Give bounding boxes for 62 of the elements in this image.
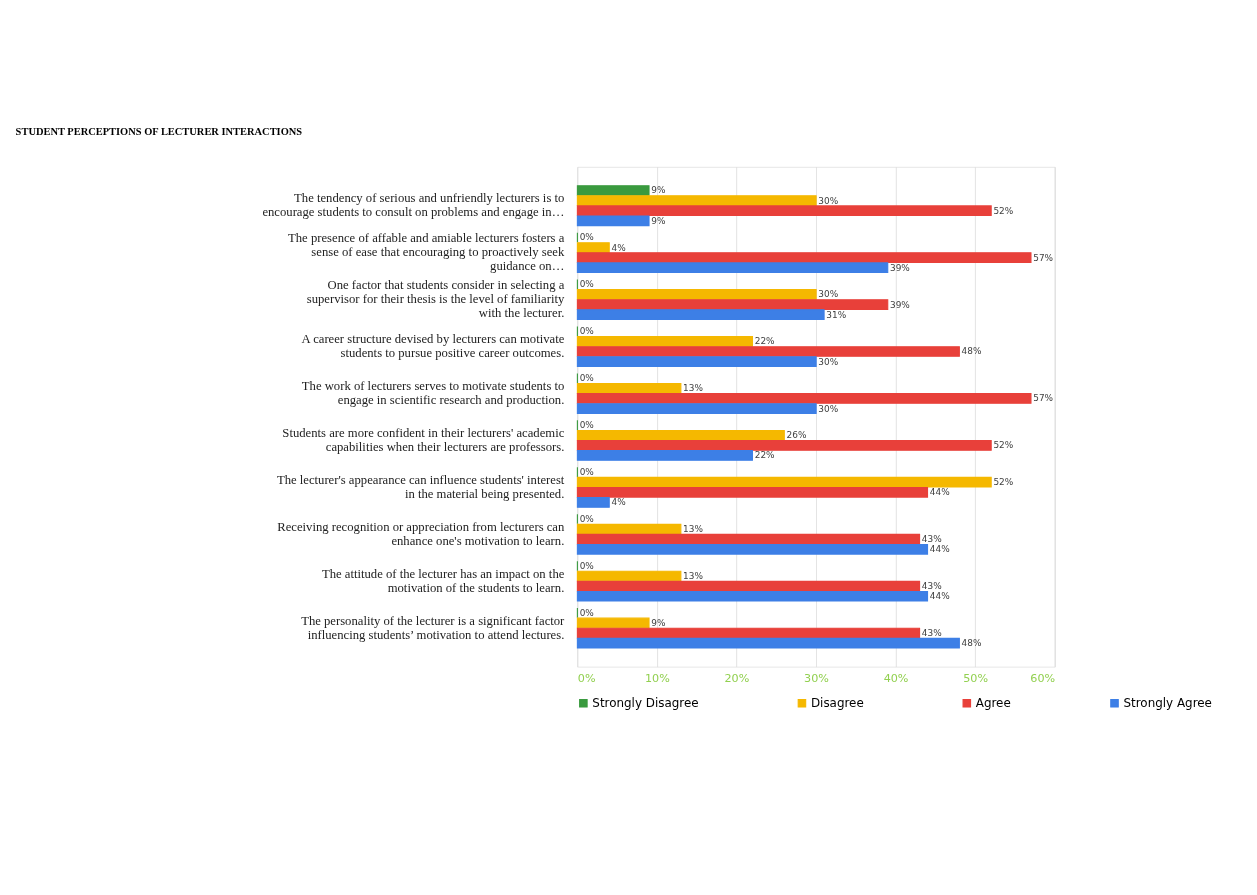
- data-label: 0%: [579, 420, 594, 431]
- x-tick-label: 10%: [644, 672, 670, 686]
- data-label: 39%: [889, 262, 910, 273]
- data-label: 43%: [921, 628, 942, 639]
- legend-label: Agree: [975, 696, 1011, 711]
- data-label: 0%: [579, 607, 594, 618]
- legend-label: Strongly Disagree: [592, 696, 699, 711]
- x-tick-label: 40%: [883, 672, 909, 686]
- data-label: 0%: [579, 326, 594, 337]
- x-tick-label: 0%: [577, 672, 596, 686]
- data-label: 4%: [611, 242, 626, 253]
- data-label: 30%: [818, 356, 839, 367]
- data-label: 0%: [579, 514, 594, 524]
- data-label: 9%: [651, 617, 666, 628]
- data-label: 44%: [929, 487, 950, 498]
- data-label: 13%: [683, 571, 703, 582]
- data-label: 13%: [683, 524, 703, 535]
- data-label: 44%: [929, 591, 950, 602]
- data-label: 22%: [754, 336, 775, 347]
- data-label: 43%: [921, 534, 942, 545]
- legend-label: Strongly Agree: [1123, 696, 1212, 711]
- data-label: 9%: [651, 185, 666, 196]
- text: STUDENT PERCEPTIONS OF LECTURER INTERACTIONS: [15, 125, 303, 137]
- y-tick-label: The tendency of serious and unfriendly lecturers is to encourage students to consult on problems and engage in…: [262, 191, 565, 220]
- y-tick-label: The attitude of the lecturer has an impact on the motivation of the students to learn.: [321, 566, 565, 595]
- data-label: 57%: [1033, 252, 1054, 263]
- data-label: 43%: [921, 581, 942, 592]
- data-label: 52%: [993, 440, 1014, 451]
- x-tick-label: 50%: [963, 672, 989, 686]
- x-tick-label: 30%: [804, 672, 829, 686]
- data-label: 31%: [826, 309, 847, 320]
- data-label: 48%: [961, 638, 982, 649]
- data-label: 0%: [579, 467, 594, 478]
- x-tick-label: 60%: [1030, 672, 1056, 686]
- data-label: 26%: [786, 430, 807, 441]
- y-tick-label: A career structure devised by lecturers can motivate students to pursue positive career outcomes.: [301, 332, 565, 361]
- y-tick-label: The personality of the lecturer is a significant factor influencing students’ motivation to attend lectures.: [301, 613, 566, 642]
- y-tick-label: Students are more confident in their lecturers' academic capabilities when their lecturers are professors.: [282, 425, 565, 455]
- y-tick-label: Receiving recognition or appreciation from lecturers can enhance one's motivation to learn.: [277, 519, 565, 548]
- data-label: 4%: [611, 497, 626, 508]
- data-label: 39%: [889, 299, 910, 310]
- data-label: 30%: [818, 289, 839, 300]
- data-label: 52%: [993, 477, 1014, 488]
- y-tick-label: The presence of affable and amiable lecturers fosters a sense of ease that encouraging to proactively seek guidance on…: [288, 231, 565, 274]
- data-label: 22%: [754, 450, 775, 461]
- data-label: 0%: [579, 560, 594, 571]
- data-label: 0%: [579, 279, 594, 290]
- data-label: 0%: [579, 373, 594, 384]
- y-tick-label: The work of lecturers serves to motivate students to engage in scientific research and production.: [301, 379, 565, 408]
- data-label: 48%: [961, 346, 982, 357]
- data-label: 9%: [651, 215, 666, 226]
- data-label: 30%: [818, 403, 839, 414]
- data-label: 57%: [1033, 393, 1054, 404]
- data-label: 30%: [818, 195, 839, 206]
- data-label: 0%: [579, 232, 594, 243]
- data-label: 44%: [929, 544, 950, 555]
- legend-label: Disagree: [810, 696, 864, 711]
- x-tick-label: 20%: [724, 672, 750, 686]
- data-label: 13%: [683, 383, 703, 394]
- y-tick-label: One factor that students consider in selecting a supervisor for their thesis is the level of familiarity with the lecturer.: [306, 278, 565, 321]
- data-label: 52%: [993, 205, 1014, 216]
- y-tick-label: The lecturer's appearance can influence students' interest in the material being presented.: [276, 472, 565, 502]
